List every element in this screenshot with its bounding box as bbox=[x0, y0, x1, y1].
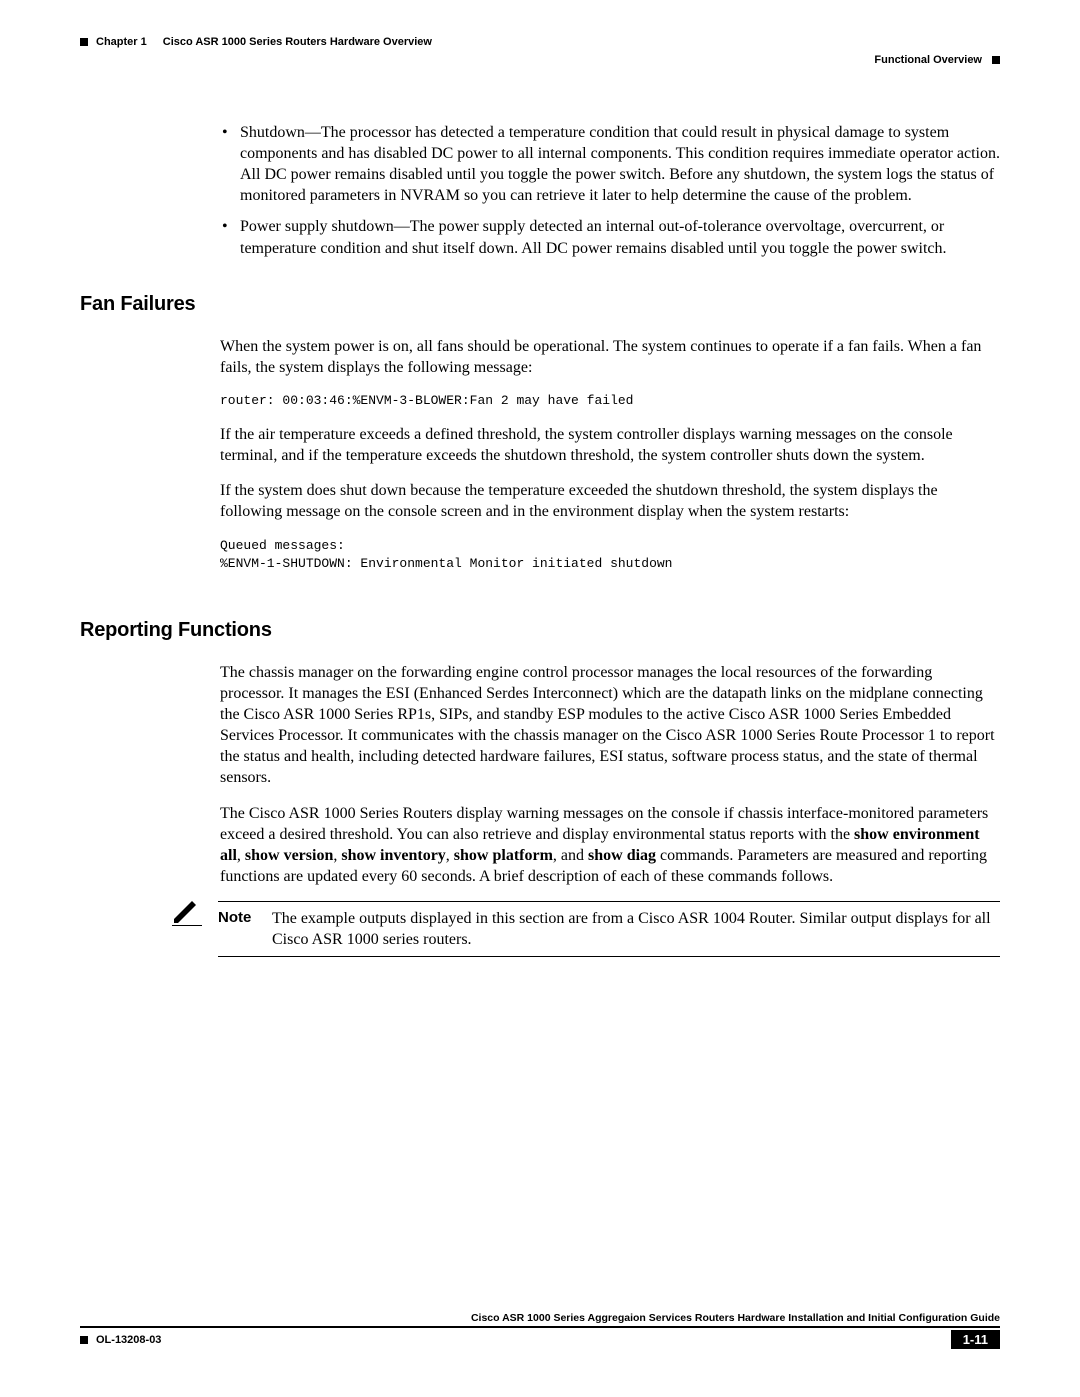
footer-doc-id: OL-13208-03 bbox=[96, 1334, 161, 1346]
note-label: Note bbox=[218, 908, 272, 950]
chapter-title: Cisco ASR 1000 Series Routers Hardware O… bbox=[163, 36, 432, 48]
page-header: Chapter 1 Cisco ASR 1000 Series Routers … bbox=[80, 36, 1000, 48]
paragraph: The chassis manager on the forwarding en… bbox=[220, 662, 1000, 789]
command-name: show version bbox=[245, 847, 333, 864]
code-block: router: 00:03:46:%ENVM-3-BLOWER:Fan 2 ma… bbox=[220, 392, 1000, 410]
heading-reporting-functions: Reporting Functions bbox=[80, 619, 1000, 642]
command-name: show diag bbox=[588, 847, 656, 864]
text-run: , bbox=[237, 847, 245, 864]
text-run: , and bbox=[553, 847, 588, 864]
pencil-icon bbox=[172, 901, 218, 926]
bullet-list: Shutdown—The processor has detected a te… bbox=[220, 122, 1000, 259]
command-name: show platform bbox=[454, 847, 553, 864]
note-block: Note The example outputs displayed in th… bbox=[80, 901, 1000, 957]
page-footer: Cisco ASR 1000 Series Aggregaion Service… bbox=[80, 1312, 1000, 1349]
paragraph: If the air temperature exceeds a defined… bbox=[220, 424, 1000, 466]
section-header: Functional Overview bbox=[80, 54, 1000, 66]
header-mark-icon bbox=[80, 38, 88, 46]
code-block: Queued messages: %ENVM-1-SHUTDOWN: Envir… bbox=[220, 537, 1000, 573]
heading-fan-failures: Fan Failures bbox=[80, 293, 1000, 316]
paragraph: The Cisco ASR 1000 Series Routers displa… bbox=[220, 803, 1000, 887]
header-end-mark-icon bbox=[992, 56, 1000, 64]
note-text: The example outputs displayed in this se… bbox=[272, 908, 1000, 950]
chapter-label: Chapter 1 bbox=[96, 36, 147, 48]
list-item: Shutdown—The processor has detected a te… bbox=[220, 122, 1000, 206]
footer-mark-icon bbox=[80, 1336, 88, 1344]
paragraph: When the system power is on, all fans sh… bbox=[220, 336, 1000, 378]
page-number: 1-11 bbox=[951, 1330, 1000, 1349]
list-item: Power supply shutdown—The power supply d… bbox=[220, 216, 1000, 258]
section-label: Functional Overview bbox=[874, 54, 982, 66]
command-name: show inventory bbox=[341, 847, 445, 864]
text-run: , bbox=[446, 847, 454, 864]
footer-guide-title: Cisco ASR 1000 Series Aggregaion Service… bbox=[80, 1312, 1000, 1328]
paragraph: If the system does shut down because the… bbox=[220, 480, 1000, 522]
